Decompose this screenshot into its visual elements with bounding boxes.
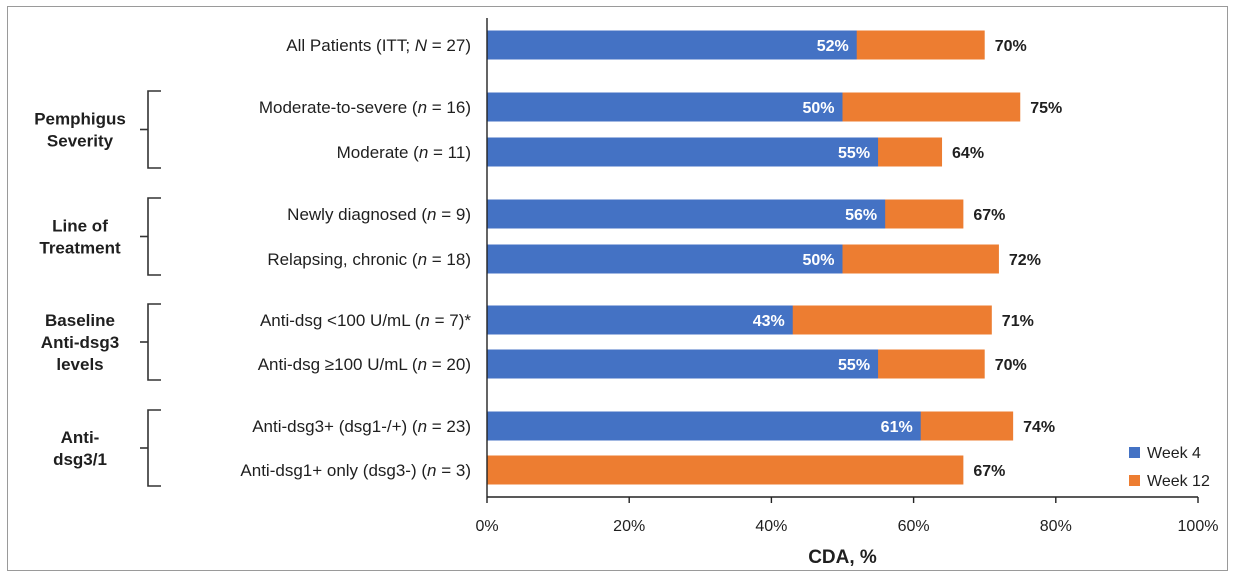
bar-week4 [487, 30, 857, 60]
x-tick-label: 60% [898, 518, 930, 535]
bar-label-week12: 74% [1023, 419, 1055, 436]
group-label: Line of [52, 217, 108, 236]
legend-label: Week 4 [1147, 445, 1201, 462]
x-tick-label: 80% [1040, 518, 1072, 535]
bar-week4 [487, 349, 879, 379]
category-label: Relapsing, chronic (n = 18) [267, 250, 471, 269]
bar-label-week4: 61% [881, 419, 913, 436]
bar-label-week4: 50% [802, 100, 834, 117]
group-bracket [147, 303, 161, 381]
group-label: dsg3/1 [53, 450, 107, 469]
legend-label: Week 12 [1147, 473, 1210, 490]
bar-label-week4: 52% [817, 38, 849, 55]
x-tick-label: 100% [1178, 518, 1219, 535]
bar-label-week12: 64% [952, 145, 984, 162]
group-label: Treatment [39, 239, 121, 258]
legend-swatch [1129, 475, 1140, 486]
bar-label-week4: 55% [838, 357, 870, 374]
group-bracket [147, 409, 161, 487]
category-label: All Patients (ITT; N = 27) [286, 36, 471, 55]
bar-label-week4: 55% [838, 145, 870, 162]
bar-week12 [487, 455, 964, 485]
category-label: Anti-dsg3+ (dsg1-/+) (n = 23) [252, 417, 471, 436]
bar-label-week12: 67% [973, 463, 1005, 480]
x-tick-label: 40% [755, 518, 787, 535]
category-label: Anti-dsg <100 U/mL (n = 7)* [260, 311, 471, 330]
bar-label-week4: 50% [802, 252, 834, 269]
bar-week4 [487, 411, 921, 441]
bar-week4 [487, 244, 843, 274]
chart-frame [7, 6, 1228, 571]
group-label: levels [56, 355, 103, 374]
legend-swatch [1129, 447, 1140, 458]
category-label: Newly diagnosed (n = 9) [287, 205, 471, 224]
bar-label-week4: 56% [845, 207, 877, 224]
group-label: Severity [47, 132, 114, 151]
category-label: Moderate (n = 11) [337, 143, 471, 162]
x-tick-label: 0% [475, 518, 498, 535]
bar-week4 [487, 199, 886, 229]
bar-label-week12: 71% [1002, 313, 1034, 330]
bar-week4 [487, 92, 843, 122]
bar-label-week12: 67% [973, 207, 1005, 224]
category-label: Moderate-to-severe (n = 16) [259, 98, 471, 117]
bar-label-week12: 70% [995, 38, 1027, 55]
group-bracket [147, 90, 161, 169]
category-label: Anti-dsg ≥100 U/mL (n = 20) [258, 355, 471, 374]
x-axis-label: CDA, % [808, 547, 877, 568]
group-bracket [147, 197, 161, 276]
x-tick-label: 20% [613, 518, 645, 535]
bar-week4 [487, 137, 879, 167]
group-label: Anti-dsg3 [41, 333, 119, 352]
category-label: Anti-dsg1+ only (dsg3-) (n = 3) [240, 461, 471, 480]
group-label: Anti- [61, 428, 100, 447]
bar-label-week4: 43% [753, 313, 785, 330]
bar-label-week12: 72% [1009, 252, 1041, 269]
bar-week4 [487, 305, 793, 335]
group-label: Pemphigus [34, 110, 126, 129]
bar-label-week12: 75% [1030, 100, 1062, 117]
group-label: Baseline [45, 311, 115, 330]
bar-label-week12: 70% [995, 357, 1027, 374]
